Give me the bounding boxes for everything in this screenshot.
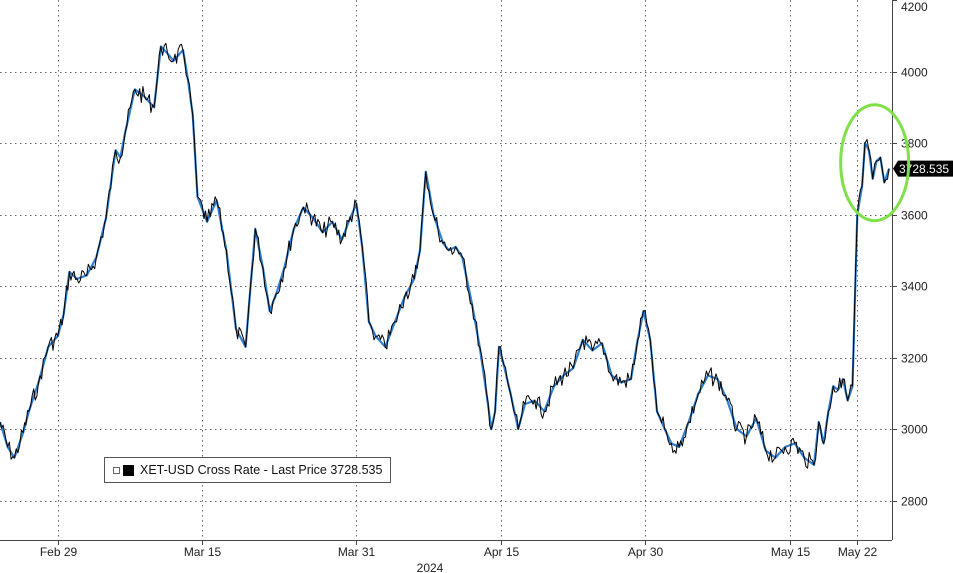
y-tick-label: 3600 — [901, 209, 928, 223]
highlight-ellipse — [839, 103, 911, 223]
last-price-label: 3728.535 — [899, 162, 949, 176]
x-tick-label: Mar 31 — [338, 545, 376, 559]
x-tick-label: Feb 29 — [40, 545, 78, 559]
y-tick-label: 4200 — [901, 0, 928, 14]
x-tick-label: May 15 — [771, 545, 811, 559]
legend-swatch — [123, 464, 134, 476]
x-tick-label: Mar 15 — [184, 545, 222, 559]
annotation-layer: 3728.535 — [839, 103, 953, 223]
legend-toggle-icon[interactable] — [113, 466, 120, 474]
x-tick-label: Apr 15 — [484, 545, 520, 559]
y-tick-label: 2800 — [901, 495, 928, 509]
x-tick-label: Apr 30 — [628, 545, 664, 559]
y-tick-label: 4000 — [901, 66, 928, 80]
series-line — [0, 42, 890, 469]
legend: XET-USD Cross Rate - Last Price 3728.535 — [104, 457, 392, 483]
legend-label: XET-USD Cross Rate - Last Price 3728.535 — [140, 463, 383, 477]
y-tick-label: 3200 — [901, 352, 928, 366]
series-layer — [0, 42, 891, 469]
y-tick-label: 3400 — [901, 280, 928, 294]
series-line-highlight — [0, 45, 891, 466]
x-tick-label: May 22 — [838, 545, 878, 559]
x-axis-title: 2024 — [417, 561, 444, 573]
gridlines — [0, 0, 892, 540]
y-tick-label: 3000 — [901, 423, 928, 437]
